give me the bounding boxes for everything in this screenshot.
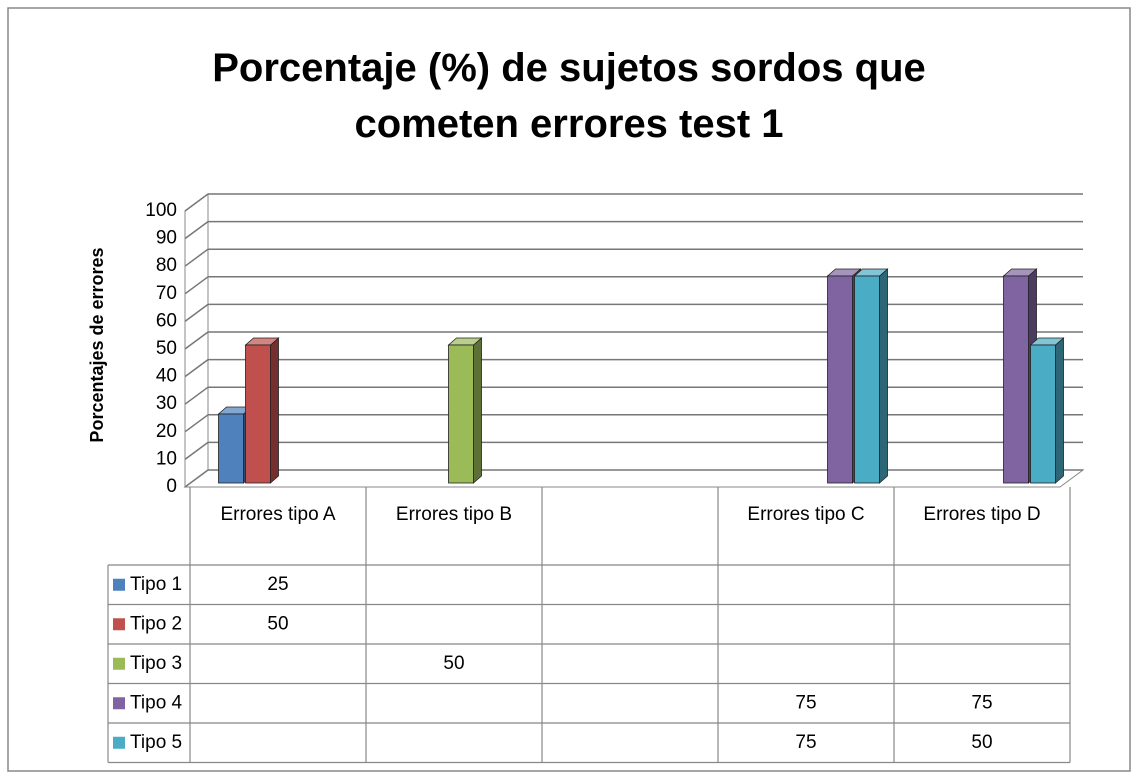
y-tick-label: 80 [156, 255, 177, 276]
side-grid-line [184, 358, 209, 378]
bar [448, 344, 474, 484]
y-tick-label: 0 [166, 476, 177, 497]
floor [183, 469, 1085, 488]
y-tick-label: 70 [156, 283, 177, 304]
chart-title: Porcentaje (%) de sujetos sordos que com… [212, 46, 926, 146]
legend-label: Tipo 5 [130, 732, 182, 753]
y-axis-title: Porcentajes de errores [87, 247, 107, 442]
y-tick-label: 10 [156, 448, 177, 469]
side-grid-line [184, 414, 209, 433]
y-tick-label: 60 [156, 310, 177, 331]
bar [854, 275, 880, 484]
x-tick-label: Errores tipo D [923, 504, 1041, 525]
data-table-value: 75 [795, 692, 816, 713]
side-grid-line [184, 469, 209, 488]
legend-swatch [113, 697, 125, 710]
data-table-value: 75 [795, 732, 816, 753]
y-tick-label: 20 [156, 421, 177, 442]
legend-label: Tipo 4 [130, 692, 183, 713]
y-tick-label: 40 [156, 366, 177, 387]
bar-side [473, 337, 482, 484]
bar [1030, 344, 1056, 484]
x-tick-label: Errores tipo C [747, 504, 865, 525]
side-grid-line [184, 276, 209, 295]
legend-label: Tipo 1 [130, 574, 182, 595]
legend-swatch [113, 618, 125, 631]
data-table-value: 25 [267, 574, 288, 595]
y-tick-label: 90 [156, 228, 177, 249]
side-grid-line [184, 386, 209, 405]
y-tick-label: 30 [156, 393, 177, 414]
data-table-value: 50 [267, 613, 288, 634]
side-grid-line [184, 331, 209, 350]
data-table-value: 50 [443, 653, 464, 674]
bar [827, 275, 853, 484]
y-tick-label: 50 [156, 338, 177, 359]
legend-swatch [113, 657, 125, 670]
bar-side [270, 337, 279, 484]
data-table-value: 50 [971, 732, 992, 753]
y-tick-label: 100 [145, 200, 177, 221]
side-grid-line [184, 193, 209, 212]
legend-label: Tipo 3 [130, 653, 182, 674]
x-tick-label: Errores tipo A [220, 504, 336, 525]
legend-label: Tipo 2 [130, 613, 182, 634]
legend-swatch [113, 578, 125, 591]
bar [1003, 275, 1029, 484]
legend-swatch [113, 736, 125, 749]
x-tick-label: Errores tipo B [395, 504, 513, 525]
bar [218, 413, 244, 484]
data-table-value: 75 [971, 692, 992, 713]
side-grid-line [184, 220, 209, 240]
side-grid-line [184, 248, 209, 267]
bar-side [879, 268, 888, 484]
bar-side [1055, 337, 1064, 484]
side-grid-line [184, 441, 209, 461]
side-grid-line [184, 303, 209, 323]
bar [245, 344, 271, 484]
